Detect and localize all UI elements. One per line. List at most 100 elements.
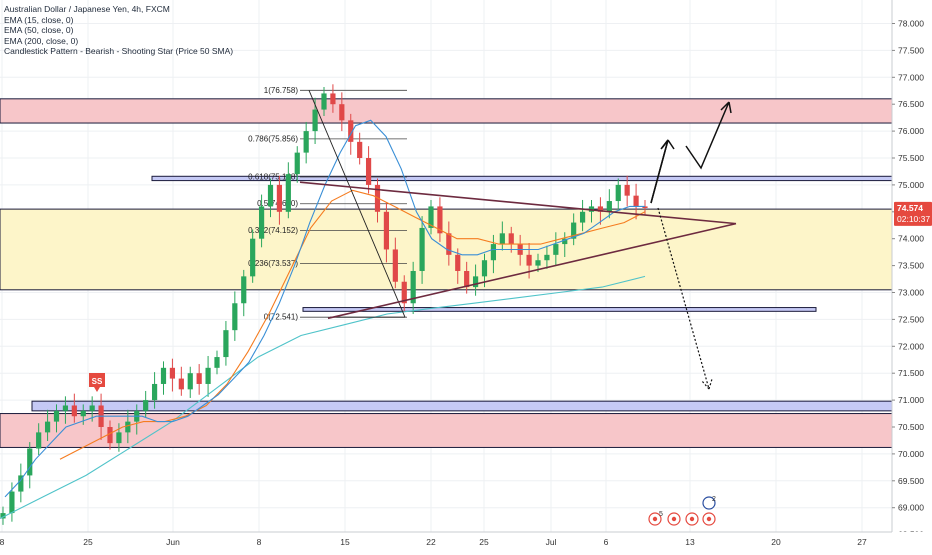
y-tick-label: 75.500 <box>898 153 924 163</box>
zone-support-line <box>302 307 817 312</box>
candle-body <box>437 206 443 234</box>
fib-label: 0(72.541) <box>264 313 299 322</box>
x-tick-label: 25 <box>479 537 489 547</box>
event-count-label: 5 <box>659 511 663 518</box>
candle-body <box>169 367 176 379</box>
candle-body <box>53 410 60 422</box>
candle-body <box>250 238 256 277</box>
candle-body <box>392 249 398 282</box>
candle-body <box>267 184 274 207</box>
candle-body <box>205 367 211 384</box>
candle-body <box>410 270 416 304</box>
zone-lower-support <box>31 400 893 412</box>
y-tick-label: 73.500 <box>898 261 924 271</box>
candle-body <box>36 432 42 449</box>
y-tick-label: 70.000 <box>898 449 924 459</box>
candle-countdown-label: 02:10:37 <box>897 214 930 224</box>
candle-body <box>464 270 470 288</box>
x-tick-label: 22 <box>426 537 436 547</box>
candle-body <box>544 254 550 261</box>
candle-body <box>18 475 24 492</box>
y-tick-label: 71.500 <box>898 368 924 378</box>
candle-body <box>499 233 505 245</box>
y-tick-label: 78.000 <box>898 19 924 29</box>
candle-body <box>508 233 514 245</box>
legend-ema200: EMA (200, close, 0) <box>4 35 79 46</box>
candle-body <box>258 206 265 239</box>
candle-body <box>214 357 220 368</box>
pattern-badge-label: SS <box>92 377 103 386</box>
candle-body <box>276 184 283 212</box>
candle-body <box>44 421 51 433</box>
candle-body <box>562 238 568 245</box>
legend-candle-pattern: Candlestick Pattern - Bearish - Shooting… <box>4 46 234 57</box>
fib-label: 0.618(75.148) <box>248 172 298 181</box>
legend-ema15: EMA (15, close, 0) <box>4 14 74 25</box>
triangle-lower-line <box>327 222 737 320</box>
candle-body <box>160 367 167 384</box>
candle-body <box>89 405 95 411</box>
candle-body <box>472 276 479 288</box>
y-tick-label: 72.000 <box>898 341 924 351</box>
candle-body <box>223 330 229 358</box>
candle-body <box>383 211 390 250</box>
candle-body <box>428 206 434 228</box>
candle-body <box>624 184 630 196</box>
candle-body <box>285 174 291 212</box>
x-tick-label: 15 <box>340 537 350 547</box>
current-price-tag <box>894 201 932 226</box>
candle-body <box>597 206 604 212</box>
candle-body <box>187 373 193 390</box>
y-tick-label: 74.000 <box>898 234 924 244</box>
y-tick-label: 70.500 <box>898 422 924 432</box>
legend-ema50: EMA (50, close, 0) <box>4 25 74 36</box>
candle-body <box>571 222 577 239</box>
candle-body <box>178 378 184 390</box>
y-tick-label: 69.500 <box>898 476 924 486</box>
candle-body <box>339 104 345 121</box>
y-tick-label: 73.000 <box>898 288 924 298</box>
ema200-line <box>0 275 646 519</box>
candle-body <box>62 405 69 411</box>
y-tick-label: 69.000 <box>898 503 924 513</box>
candle-body <box>348 120 354 142</box>
x-tick-label: 6 <box>604 537 609 547</box>
candle-body <box>419 227 425 271</box>
x-tick-label: 27 <box>857 537 867 547</box>
candle-body <box>232 303 238 331</box>
y-tick-label: 72.500 <box>898 314 924 324</box>
time-axis <box>0 532 932 550</box>
x-tick-label: Jun <box>166 537 180 547</box>
event-marker-dot <box>689 516 695 522</box>
bull-arrow-1-head <box>650 139 675 204</box>
chart-legend: Australian Dollar / Japanese Yen, 4h, FX… <box>4 4 233 57</box>
candle-body <box>481 260 488 277</box>
candle-body <box>526 254 532 266</box>
x-tick-label: Jul <box>546 537 557 547</box>
candle-body <box>116 432 122 444</box>
candle-body <box>151 383 158 401</box>
candle-body <box>294 152 300 175</box>
candle-body <box>455 254 461 271</box>
candle-body <box>490 244 497 261</box>
candle-body <box>241 276 247 304</box>
candle-body <box>606 201 612 212</box>
candle-body <box>446 233 452 255</box>
fib-label: 0.786(75.856) <box>248 134 298 143</box>
candle-body <box>615 184 621 202</box>
x-tick-label: 13 <box>685 537 695 547</box>
x-tick-label: 25 <box>83 537 93 547</box>
candle-body <box>9 491 15 514</box>
fib-label: 1(76.758) <box>264 86 299 95</box>
candle-body <box>303 131 309 153</box>
zone-lower-demand <box>0 413 893 448</box>
candle-body <box>579 211 586 223</box>
event-flag-marker <box>702 496 716 510</box>
bull-arrow-2 <box>685 101 732 170</box>
event-marker-dot <box>671 516 677 522</box>
price-axis <box>892 0 932 550</box>
fib-label: 0.236(73.537) <box>248 259 298 268</box>
pattern-badge-shape <box>89 373 105 392</box>
